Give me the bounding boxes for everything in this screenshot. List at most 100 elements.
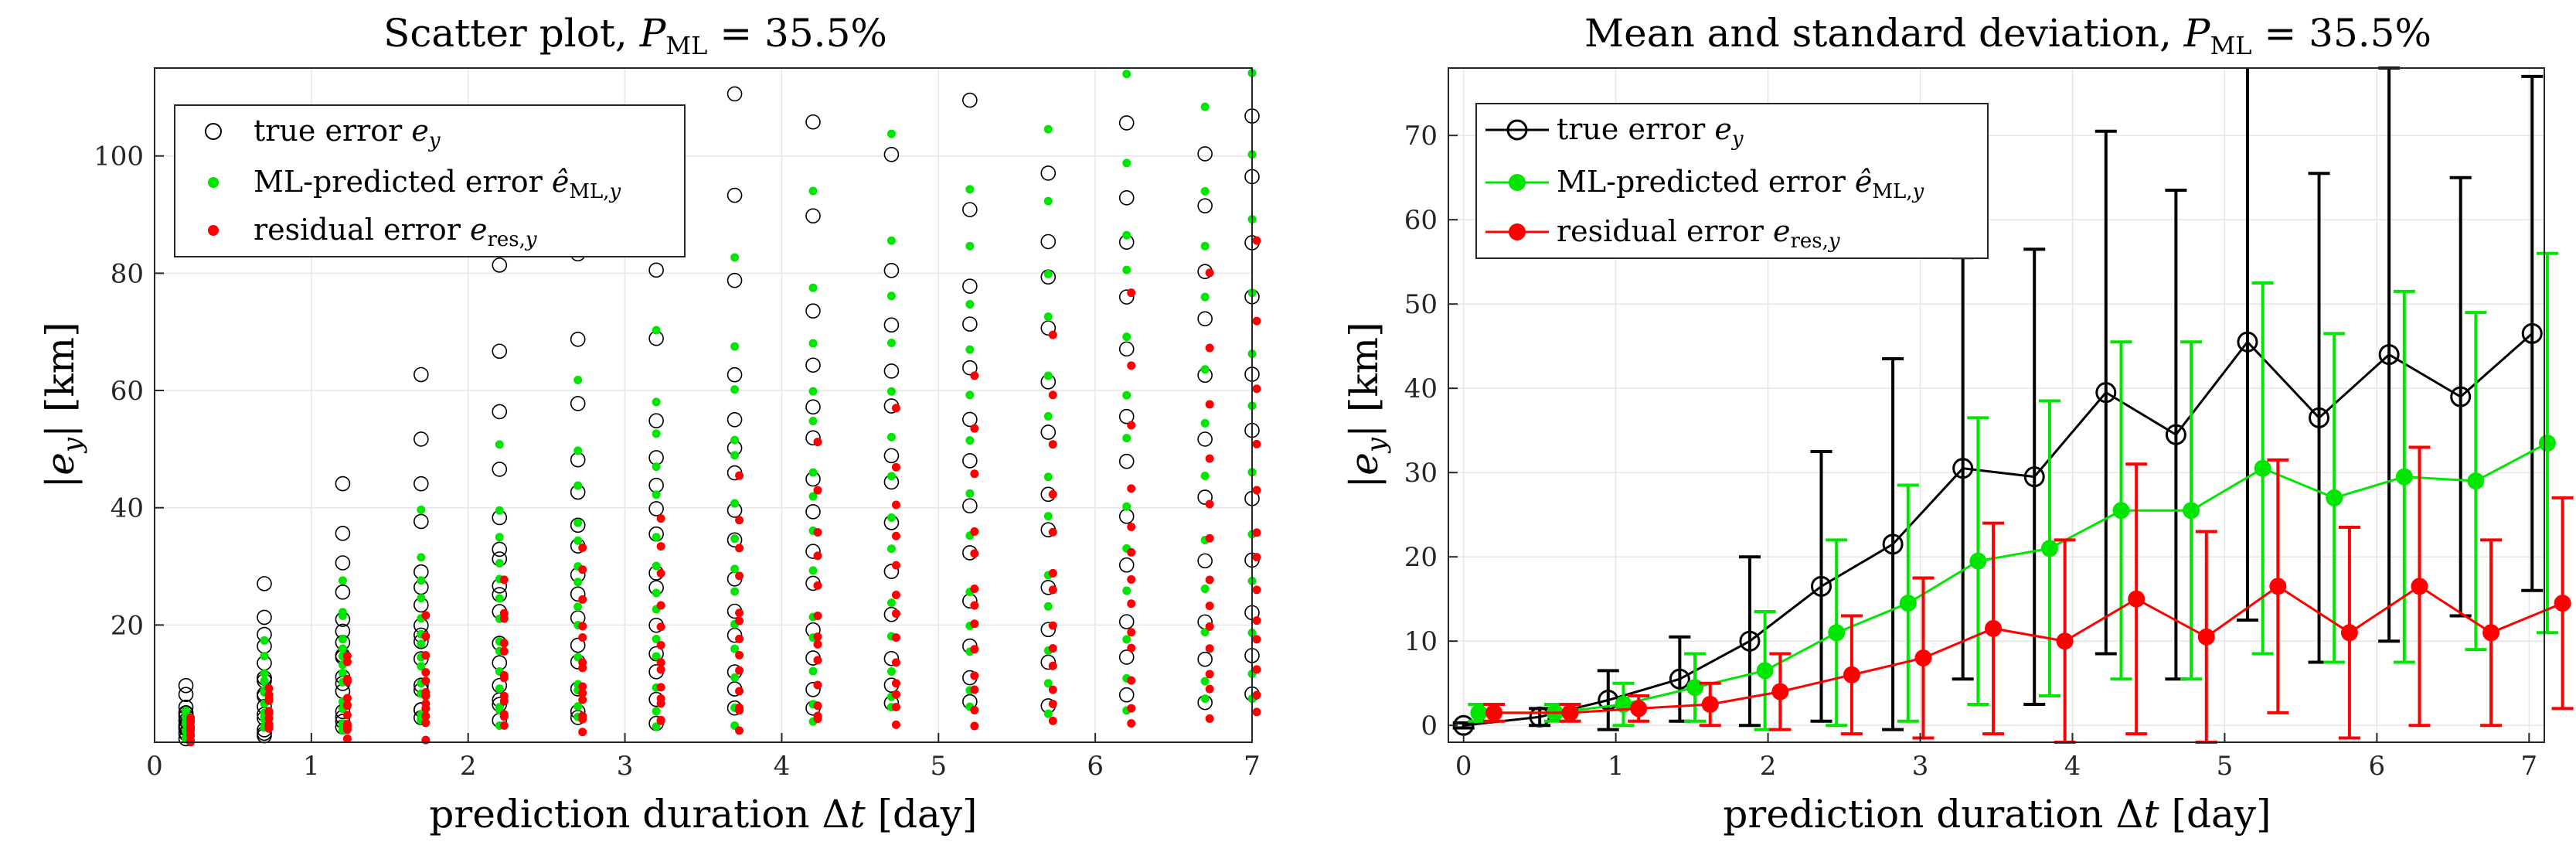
- mean-std-y-tick-label: 10: [1404, 626, 1438, 657]
- scatter-point-ml-predicted-error-ml-y: [573, 518, 583, 527]
- mean-point-residual-error-e-res-y: [1485, 704, 1503, 721]
- scatter-point-ml-predicted-error-ml-y: [1200, 472, 1210, 481]
- scatter-point-residual-error-e-res-y: [1205, 400, 1214, 409]
- scatter-point-true-error-e-y: [727, 187, 743, 203]
- scatter-point-ml-predicted-error-ml-y: [886, 513, 896, 523]
- mean-point-residual-error-e-res-y: [2128, 590, 2146, 608]
- scatter-ticks: 0 1 2 3 4 5 6 7 20 40 60 80 100: [94, 141, 1261, 782]
- scatter-point-residual-error-e-res-y: [656, 542, 665, 551]
- scatter-point-residual-error-e-res-y: [1205, 714, 1214, 723]
- scatter-x-tick-label: 3: [617, 751, 634, 782]
- scatter-point-true-error-e-y: [1118, 289, 1135, 305]
- scatter-point-ml-predicted-error-ml-y: [886, 129, 896, 138]
- mean-point-true-error-e-y: [1811, 575, 1832, 597]
- mean-point-ml-predicted-error-ml-y: [2395, 468, 2413, 486]
- scatter-point-residual-error-e-res-y: [264, 683, 274, 693]
- scatter-point-residual-error-e-res-y: [656, 641, 665, 650]
- scatter-point-residual-error-e-res-y: [1127, 361, 1136, 370]
- scatter-point-residual-error-e-res-y: [499, 608, 509, 618]
- mean-point-ml-predicted-error-ml-y: [1899, 595, 1917, 612]
- mean-std-legend: true error ey ML-predicted error êML,y r…: [1475, 103, 1989, 259]
- scatter-point-ml-predicted-error-ml-y: [1122, 159, 1131, 168]
- scatter-point-ml-predicted-error-ml-y: [886, 291, 896, 301]
- scatter-point-residual-error-e-res-y: [578, 714, 587, 724]
- scatter-point-residual-error-e-res-y: [891, 658, 900, 667]
- scatter-point-residual-error-e-res-y: [342, 720, 352, 729]
- scatter-point-ml-predicted-error-ml-y: [1122, 586, 1131, 595]
- scatter-point-true-error-e-y: [492, 343, 508, 360]
- scatter-point-true-error-e-y: [727, 532, 743, 548]
- mean-std-y-tick-label: 60: [1404, 205, 1438, 236]
- scatter-point-true-error-e-y: [883, 363, 900, 379]
- mean-point-ml-predicted-error-ml-y: [2538, 435, 2556, 452]
- scatter-point-residual-error-e-res-y: [342, 694, 352, 703]
- mean-point-ml-predicted-error-ml-y: [1470, 704, 1488, 721]
- scatter-point-residual-error-e-res-y: [656, 716, 665, 725]
- scatter-point-residual-error-e-res-y: [499, 712, 509, 721]
- legend-marker-ml-predicted: [208, 177, 219, 188]
- scatter-point-true-error-e-y: [1118, 408, 1135, 424]
- scatter-point-true-error-e-y: [805, 114, 821, 130]
- scatter-point-ml-predicted-error-ml-y: [495, 533, 504, 542]
- scatter-y-tick-label: 20: [111, 610, 144, 641]
- mean-std-x-tick-label: 3: [1912, 751, 1929, 782]
- scatter-point-ml-predicted-error-ml-y: [965, 241, 975, 251]
- scatter-point-ml-predicted-error-ml-y: [1043, 196, 1053, 206]
- scatter-point-residual-error-e-res-y: [578, 622, 587, 631]
- scatter-point-ml-predicted-error-ml-y: [1200, 694, 1210, 704]
- scatter-point-residual-error-e-res-y: [735, 666, 744, 675]
- scatter-point-true-error-e-y: [1197, 146, 1213, 162]
- scatter-point-ml-predicted-error-ml-y: [1043, 312, 1053, 322]
- scatter-point-true-error-e-y: [648, 413, 664, 428]
- scatter-point-ml-predicted-error-ml-y: [495, 440, 504, 449]
- scatter-point-residual-error-e-res-y: [735, 616, 744, 626]
- scatter-point-ml-predicted-error-ml-y: [886, 387, 896, 396]
- scatter-point-ml-predicted-error-ml-y: [886, 667, 896, 677]
- scatter-point-true-error-e-y: [492, 541, 508, 557]
- scatter-point-true-error-e-y: [570, 637, 586, 653]
- mean-std-y-tick-label: 0: [1421, 711, 1438, 741]
- scatter-point-residual-error-e-res-y: [186, 726, 196, 735]
- scatter-x-tick-label: 6: [1087, 751, 1104, 782]
- scatter-point-residual-error-e-res-y: [578, 632, 587, 642]
- scatter-point-residual-error-e-res-y: [656, 601, 665, 610]
- scatter-point-ml-predicted-error-ml-y: [886, 339, 896, 348]
- scatter-point-true-error-e-y: [1040, 622, 1057, 638]
- scatter-point-true-error-e-y: [962, 316, 978, 332]
- scatter-point-residual-error-e-res-y: [813, 551, 822, 561]
- scatter-point-ml-predicted-error-ml-y: [417, 505, 426, 514]
- scatter-point-ml-predicted-error-ml-y: [1122, 70, 1131, 79]
- scatter-point-residual-error-e-res-y: [1127, 288, 1136, 298]
- scatter-point-true-error-e-y: [335, 584, 351, 600]
- scatter-point-ml-predicted-error-ml-y: [1200, 365, 1210, 374]
- scatter-point-ml-predicted-error-ml-y: [1122, 434, 1131, 443]
- scatter-point-residual-error-e-res-y: [970, 424, 979, 433]
- scatter-point-ml-predicted-error-ml-y: [1043, 709, 1053, 718]
- scatter-point-ml-predicted-error-ml-y: [808, 492, 818, 501]
- scatter-x-tick-label: 4: [774, 751, 791, 782]
- scatter-point-ml-predicted-error-ml-y: [652, 462, 661, 472]
- scatter-point-residual-error-e-res-y: [735, 703, 744, 712]
- scatter-point-true-error-e-y: [883, 448, 900, 464]
- scatter-point-residual-error-e-res-y: [891, 590, 900, 599]
- scatter-point-residual-error-e-res-y: [578, 565, 587, 574]
- scatter-point-residual-error-e-res-y: [735, 726, 744, 735]
- scatter-point-residual-error-e-res-y: [735, 544, 744, 553]
- scatter-point-ml-predicted-error-ml-y: [808, 283, 818, 292]
- scatter-point-ml-predicted-error-ml-y: [730, 342, 740, 351]
- scatter-point-true-error-e-y: [1118, 649, 1135, 665]
- scatter-point-residual-error-e-res-y: [970, 721, 979, 731]
- scatter-point-residual-error-e-res-y: [1205, 454, 1214, 463]
- scatter-point-residual-error-e-res-y: [656, 699, 665, 708]
- mean-std-x-tick-label: 5: [2217, 751, 2234, 782]
- scatter-point-residual-error-e-res-y: [1048, 568, 1057, 578]
- scatter-point-ml-predicted-error-ml-y: [886, 544, 896, 554]
- scatter-point-true-error-e-y: [962, 92, 978, 108]
- scatter-point-residual-error-e-res-y: [578, 658, 587, 667]
- scatter-point-ml-predicted-error-ml-y: [573, 446, 583, 455]
- scatter-point-residual-error-e-res-y: [578, 688, 587, 697]
- scatter-point-ml-predicted-error-ml-y: [730, 673, 740, 682]
- legend-label-true-error: true error ey: [254, 114, 441, 152]
- mean-point-residual-error-e-res-y: [2197, 628, 2215, 646]
- scatter-point-residual-error-e-res-y: [735, 608, 744, 618]
